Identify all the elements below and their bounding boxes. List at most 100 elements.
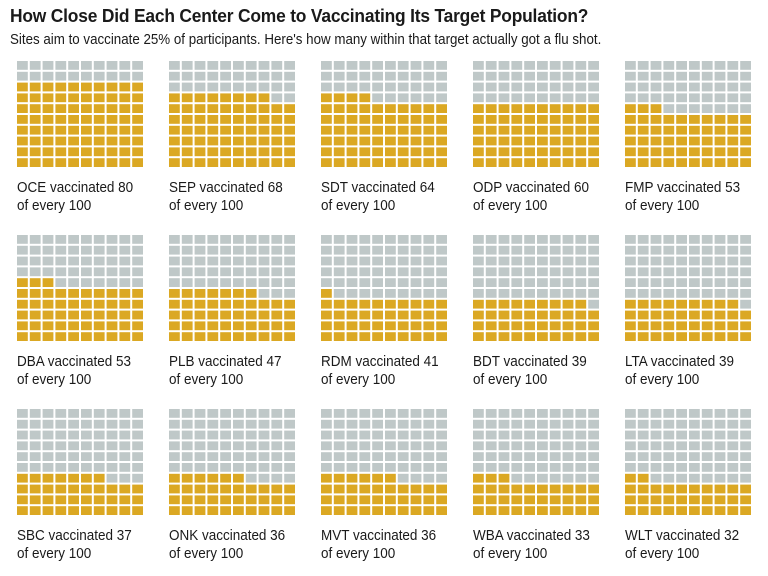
waffle-cell-vaccinated xyxy=(181,299,193,309)
waffle-cell-vaccinated xyxy=(29,82,41,92)
waffle-cell-vaccinated xyxy=(220,332,231,341)
waffle-cell-vaccinated xyxy=(55,82,67,92)
waffle-cell-empty xyxy=(333,289,345,298)
waffle-cell-vaccinated xyxy=(346,136,358,146)
waffle-label-suffix: of every 100 xyxy=(17,546,92,562)
waffle-cell-empty xyxy=(727,235,739,244)
waffle-cell-empty xyxy=(233,452,244,461)
waffle-cell-vaccinated xyxy=(220,473,231,483)
waffle-cell-vaccinated xyxy=(29,310,41,320)
waffle-cell-empty xyxy=(537,256,548,266)
waffle-cell-empty xyxy=(650,61,662,70)
waffle-cell-vaccinated xyxy=(119,93,131,103)
waffle-cell-empty xyxy=(207,245,219,255)
waffle-cell-vaccinated xyxy=(485,136,497,146)
waffle-label: SDT vaccinated 64 of every 100 xyxy=(321,179,461,215)
waffle-cell-vaccinated xyxy=(650,506,662,515)
waffle-cell-vaccinated xyxy=(537,158,548,167)
waffle-cell-empty xyxy=(423,430,435,440)
waffle-cell-vaccinated xyxy=(42,289,54,298)
waffle-cell-empty xyxy=(284,278,295,287)
waffle-cell-empty xyxy=(17,463,28,472)
waffle-cell-empty xyxy=(81,419,92,429)
waffle-cell-empty xyxy=(689,441,700,451)
waffle-cell-empty xyxy=(29,61,41,70)
waffle-cell-vaccinated xyxy=(575,115,587,124)
waffle-cell-empty xyxy=(397,463,409,472)
waffle-cell-vaccinated xyxy=(423,104,435,113)
waffle-cell-vaccinated xyxy=(372,473,383,483)
waffle-chart xyxy=(473,409,599,515)
waffle-cell-vaccinated xyxy=(359,495,371,505)
waffle-cell-vaccinated xyxy=(473,310,484,320)
waffle-cell-vaccinated xyxy=(169,310,180,320)
waffle-label-site: BDT vaccinated 39 xyxy=(473,354,587,370)
waffle-cell-vaccinated xyxy=(676,506,687,515)
waffle-cell-empty xyxy=(220,71,231,81)
chart-title: How Close Did Each Center Come to Vaccin… xyxy=(10,5,589,26)
waffle-cell-empty xyxy=(650,245,662,255)
waffle-cell-empty xyxy=(423,463,435,472)
waffle-cell-vaccinated xyxy=(524,495,535,505)
waffle-cell-empty xyxy=(397,61,409,70)
waffle-cell-empty xyxy=(233,82,244,92)
waffle-cell-empty xyxy=(524,452,535,461)
waffle-cell-empty xyxy=(727,245,739,255)
waffle-cell-empty xyxy=(81,463,92,472)
waffle-cell-vaccinated xyxy=(588,158,599,167)
waffle-cell-vaccinated xyxy=(714,310,726,320)
waffle-cell-vaccinated xyxy=(498,310,510,320)
waffle-cell-vaccinated xyxy=(220,136,231,146)
waffle-cell-empty xyxy=(537,235,548,244)
waffle-cell-vaccinated xyxy=(511,484,523,494)
waffle-cell-empty xyxy=(740,93,751,103)
waffle-cell-vaccinated xyxy=(245,495,257,505)
waffle-cell-vaccinated xyxy=(119,299,131,309)
waffle-cell-empty xyxy=(220,267,231,277)
waffle-cell-empty xyxy=(423,93,435,103)
waffle-cell-empty xyxy=(701,452,713,461)
waffle-cell-vaccinated xyxy=(410,310,422,320)
waffle-cell-vaccinated xyxy=(410,484,422,494)
waffle-cell-empty xyxy=(575,473,587,483)
waffle-label: OCE vaccinated 80 of every 100 xyxy=(17,179,157,215)
waffle-cell-vaccinated xyxy=(245,506,257,515)
waffle-cell-empty xyxy=(485,409,497,418)
waffle-cell-vaccinated xyxy=(55,321,67,331)
waffle-cell-vaccinated xyxy=(385,104,396,113)
waffle-cell-empty xyxy=(245,473,257,483)
waffle-cell-empty xyxy=(740,430,751,440)
waffle-cell-vaccinated xyxy=(245,125,257,135)
waffle-cell-vaccinated xyxy=(207,484,219,494)
waffle-cell-vaccinated xyxy=(727,125,739,135)
waffle-cell-empty xyxy=(321,463,332,472)
waffle-cell-vaccinated xyxy=(68,484,79,494)
waffle-cell-vaccinated xyxy=(511,104,523,113)
waffle-cell-empty xyxy=(93,71,105,81)
waffle-cell-empty xyxy=(93,463,105,472)
waffle-cell-empty xyxy=(397,289,409,298)
waffle-cell-empty xyxy=(473,278,484,287)
waffle-cell-empty xyxy=(423,71,435,81)
waffle-cell-vaccinated xyxy=(727,332,739,341)
waffle-cell-vaccinated xyxy=(524,506,535,515)
waffle-cell-vaccinated xyxy=(359,473,371,483)
waffle-cell-vaccinated xyxy=(81,299,92,309)
waffle-cell-empty xyxy=(549,278,561,287)
waffle-cell-empty xyxy=(588,299,599,309)
waffle-cell-empty xyxy=(625,267,636,277)
waffle-cell-empty xyxy=(562,452,574,461)
waffle-cell-vaccinated xyxy=(650,299,662,309)
waffle-cell-vaccinated xyxy=(194,289,206,298)
waffle-cell-empty xyxy=(410,267,422,277)
waffle-cell-vaccinated xyxy=(29,278,41,287)
waffle-cell-vaccinated xyxy=(321,310,332,320)
waffle-cell-vaccinated xyxy=(485,158,497,167)
waffle-cell-empty xyxy=(245,71,257,81)
waffle-cell-empty xyxy=(220,463,231,472)
waffle-cell-vaccinated xyxy=(537,147,548,157)
waffle-cell-vaccinated xyxy=(549,299,561,309)
waffle-cell-empty xyxy=(650,267,662,277)
waffle-cell-empty xyxy=(637,71,649,81)
waffle-cell-empty xyxy=(169,409,180,418)
